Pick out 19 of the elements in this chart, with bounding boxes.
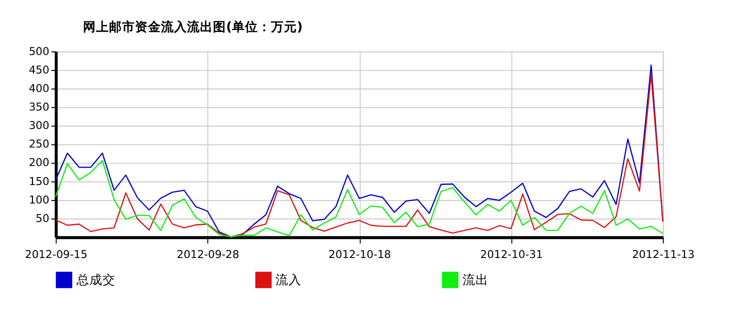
legend-label: 流入 [276,272,302,287]
chart-title: 网上邮市资金流入流出图(单位：万元) [83,18,303,34]
y-tick-label: 350 [28,100,50,114]
x-tick-label: 2012-10-18 [328,248,392,262]
y-tick-label: 200 [28,156,50,170]
y-tick-label: 50 [36,212,50,225]
x-tick-label: 2012-11-13 [632,248,695,262]
y-tick-label: 400 [28,82,50,95]
y-tick-label: 500 [28,44,50,58]
y-tick-label: 300 [28,119,50,132]
x-tick-label: 2012-09-15 [24,248,88,262]
legend-label: 总成交 [75,272,116,287]
x-tick-label: 2012-09-28 [176,248,240,262]
y-tick-label: 250 [28,138,50,151]
x-tick-label: 2012-10-31 [480,248,543,262]
y-tick-label: 100 [28,193,50,206]
y-tick-label: 450 [28,63,50,76]
y-tick-label: 150 [28,174,50,188]
legend-label: 流出 [462,272,488,287]
